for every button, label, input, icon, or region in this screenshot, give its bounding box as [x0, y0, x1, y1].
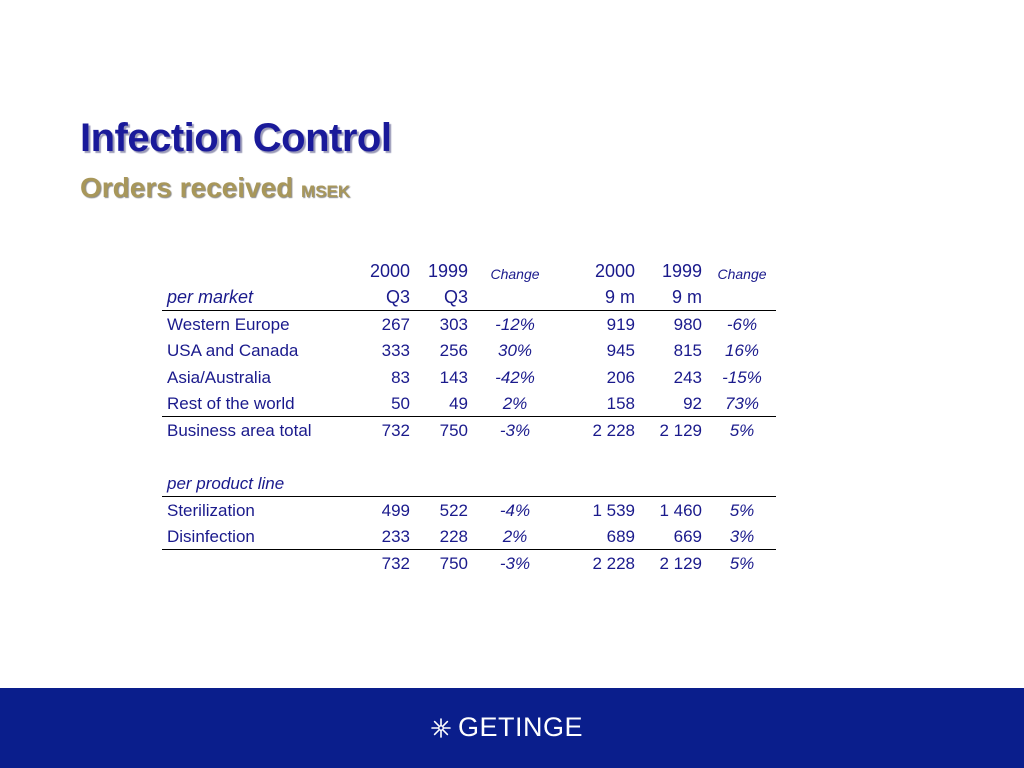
table-row: USA and Canada 333 256 30% 945 815 16% — [162, 337, 776, 364]
table-cell: 2000 — [369, 260, 410, 281]
table-cell: 2000 — [594, 260, 635, 281]
table-total-row: Business area total 732 750 -3% 2 228 2 … — [162, 417, 776, 444]
table-cell — [708, 283, 776, 311]
table-row: Asia/Australia 83 143 -42% 206 243 -15% — [162, 363, 776, 390]
table-cell: 5% — [729, 500, 755, 520]
table-cell: 3% — [708, 522, 776, 551]
table-cell: 1999 — [427, 260, 468, 281]
section-label: per product line — [162, 469, 358, 497]
table-cell: 5% — [729, 554, 755, 574]
table-cell: 5% — [729, 421, 755, 441]
table-cell: 750 — [439, 554, 468, 574]
table-cell: 669 — [641, 522, 708, 551]
table-cell: 945 — [606, 341, 635, 361]
table-cell: 1 460 — [659, 500, 702, 520]
table-header-row-2: per market Q3 Q3 9 m 9 m — [162, 283, 776, 311]
subtitle-text: Orders received — [80, 172, 294, 203]
table-cell: 732 — [381, 421, 410, 441]
table-cell: -4% — [499, 500, 531, 520]
table-cell: Sterilization — [167, 500, 255, 520]
table-cell: 143 — [439, 367, 468, 387]
table-spacer-row — [162, 443, 776, 470]
table-row: Sterilization 499 522 -4% 1 539 1 460 5% — [162, 496, 776, 523]
table-row: Western Europe 267 303 -12% 919 980 -6% — [162, 310, 776, 337]
table-cell: 16% — [724, 341, 760, 361]
table-cell: 499 — [381, 500, 410, 520]
table-cell: 30% — [497, 341, 533, 361]
table-cell: Asia/Australia — [167, 367, 271, 387]
table-cell: 228 — [414, 522, 474, 551]
table-cell: 206 — [606, 367, 635, 387]
table-cell: 158 — [556, 389, 641, 418]
table-cell: USA and Canada — [167, 341, 299, 361]
table-cell: -6% — [726, 314, 758, 334]
table-cell: 2% — [474, 389, 556, 418]
table-cell: 689 — [556, 522, 641, 551]
table-cell: 243 — [673, 367, 702, 387]
page-subtitle: Orders received MSEK — [80, 172, 350, 204]
table-cell: 9 m — [556, 283, 641, 311]
table-cell: 522 — [439, 500, 468, 520]
table-cell: 333 — [381, 341, 410, 361]
table-cell: 233 — [358, 522, 414, 551]
table-cell: 73% — [708, 389, 776, 418]
getinge-snowflake-icon — [430, 717, 452, 739]
table-cell: -3% — [499, 421, 531, 441]
table-section-row: per product line — [162, 469, 776, 497]
table-cell: Western Europe — [167, 314, 290, 334]
table-cell — [162, 550, 358, 577]
table-cell: 1 539 — [592, 500, 635, 520]
table-cell: 750 — [439, 421, 468, 441]
table-cell: Business area total — [167, 421, 312, 441]
table-cell: 2 228 — [592, 421, 635, 441]
table-cell: 815 — [673, 341, 702, 361]
table-cell: 980 — [673, 314, 702, 334]
table-cell: -3% — [499, 554, 531, 574]
table-cell: Q3 — [358, 283, 414, 311]
table-cell: 303 — [439, 314, 468, 334]
table-cell: 256 — [439, 341, 468, 361]
getinge-logo: GETINGE — [430, 712, 583, 743]
table-row: Disinfection 233 228 2% 689 669 3% — [162, 522, 776, 551]
table-cell: 83 — [391, 367, 410, 387]
table-cell: 267 — [381, 314, 410, 334]
table-cell: 1999 — [661, 260, 702, 281]
table-cell: -42% — [495, 367, 535, 387]
table-cell: 919 — [606, 314, 635, 334]
page-title: Infection Control — [80, 116, 392, 160]
footer-bar — [0, 688, 1024, 768]
table-cell — [162, 257, 358, 284]
table-cell: 9 m — [641, 283, 708, 311]
table-cell: 732 — [381, 554, 410, 574]
table-cell: 92 — [641, 389, 708, 418]
table-cell: -15% — [722, 367, 762, 387]
table-cell: Rest of the world — [162, 389, 358, 418]
table-cell — [474, 283, 556, 311]
table-cell: 2 129 — [659, 554, 702, 574]
unit-label: MSEK — [301, 182, 351, 201]
logo-text: GETINGE — [458, 712, 584, 742]
table-header-row-1: 2000 1999 Change 2000 1999 Change — [162, 257, 776, 284]
table-row: Rest of the world 50 49 2% 158 92 73% — [162, 389, 776, 418]
table-cell: Change — [717, 265, 767, 282]
table-cell: Q3 — [414, 283, 474, 311]
table-cell: per market — [162, 283, 358, 311]
orders-table: 2000 1999 Change 2000 1999 Change per ma… — [162, 257, 776, 576]
table-cell: 49 — [414, 389, 474, 418]
table-cell: Change — [490, 265, 540, 282]
table-cell: 50 — [358, 389, 414, 418]
table-cell: 2 129 — [659, 421, 702, 441]
table-cell: 2% — [474, 522, 556, 551]
table-cell: -12% — [495, 314, 535, 334]
table-cell: 2 228 — [592, 554, 635, 574]
table-total-row: 732 750 -3% 2 228 2 129 5% — [162, 550, 776, 577]
table-cell: Disinfection — [162, 522, 358, 551]
